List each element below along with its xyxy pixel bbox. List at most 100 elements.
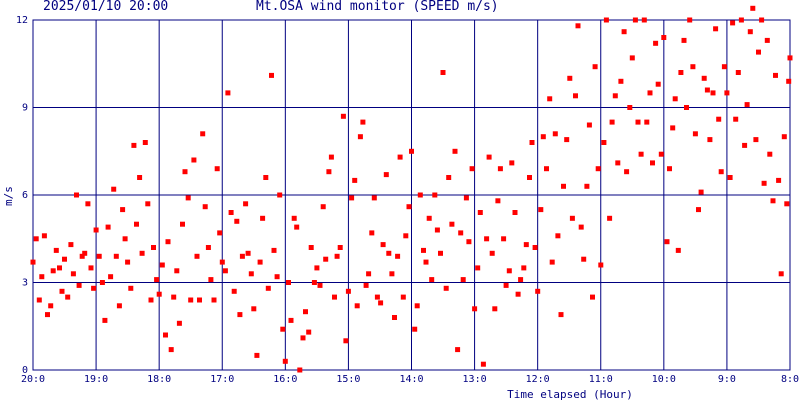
data-point — [733, 116, 739, 122]
data-point — [65, 294, 71, 300]
data-point — [280, 326, 286, 332]
data-point — [561, 183, 566, 189]
data-point — [74, 192, 79, 198]
data-point — [581, 256, 587, 262]
data-point — [773, 72, 778, 78]
data-point — [724, 90, 730, 96]
data-point — [148, 297, 154, 303]
data-point — [300, 335, 306, 341]
data-point — [219, 259, 225, 265]
data-point — [128, 285, 134, 291]
data-point — [716, 116, 722, 122]
data-point — [191, 157, 197, 163]
data-point — [214, 166, 220, 172]
data-point — [340, 113, 346, 119]
data-point — [586, 122, 592, 128]
data-point — [784, 201, 790, 207]
data-point — [314, 265, 320, 271]
data-point — [282, 358, 288, 364]
data-point — [721, 64, 727, 70]
data-point — [288, 317, 294, 323]
x-tick-label: 9:0 — [718, 374, 736, 385]
data-point — [434, 227, 440, 233]
data-point — [750, 5, 756, 11]
data-point — [704, 87, 710, 93]
data-point — [710, 90, 716, 96]
data-point — [374, 294, 380, 300]
data-point — [182, 169, 188, 175]
data-point — [618, 78, 624, 84]
data-point — [237, 312, 243, 318]
data-point — [575, 23, 581, 29]
data-point — [440, 70, 446, 75]
data-point — [50, 268, 56, 274]
data-point — [667, 166, 672, 172]
y-tick-label: 0 — [22, 365, 28, 376]
data-point — [231, 288, 237, 294]
data-point — [463, 195, 469, 201]
data-point — [343, 338, 349, 344]
data-point — [672, 96, 678, 102]
data-point — [564, 137, 570, 143]
x-tick-label: 17:0 — [210, 374, 234, 385]
data-point — [116, 303, 122, 309]
data-point — [455, 347, 461, 353]
data-point — [383, 172, 389, 178]
data-point — [460, 277, 466, 283]
data-point — [39, 274, 45, 280]
data-point — [200, 131, 206, 137]
y-tick-label: 12 — [16, 15, 28, 26]
data-point — [742, 142, 748, 148]
data-point — [670, 125, 676, 131]
data-point — [781, 134, 787, 140]
data-point — [85, 201, 91, 207]
data-point — [770, 198, 776, 204]
data-point — [489, 250, 495, 256]
data-points — [30, 5, 793, 373]
data-point — [497, 166, 503, 172]
data-point — [96, 253, 102, 259]
data-point — [400, 294, 406, 300]
data-point — [82, 250, 88, 256]
data-point — [156, 291, 162, 297]
data-point — [477, 210, 483, 215]
data-point — [159, 262, 165, 268]
data-point — [366, 271, 372, 277]
data-point — [79, 253, 85, 259]
data-point — [601, 140, 607, 145]
data-point — [332, 294, 337, 300]
data-point — [503, 282, 509, 288]
x-tick-label: 19:0 — [84, 374, 108, 385]
data-point — [45, 312, 50, 318]
data-point — [222, 268, 228, 274]
data-point — [443, 285, 449, 291]
data-point — [269, 72, 274, 78]
data-point — [194, 253, 200, 259]
data-point — [512, 210, 518, 215]
data-point — [380, 242, 386, 248]
data-point — [260, 215, 266, 221]
data-point — [776, 177, 782, 183]
data-point — [515, 291, 521, 297]
data-point — [547, 96, 553, 102]
data-point — [254, 352, 260, 358]
x-tick-label: 15:0 — [336, 374, 360, 385]
data-point — [432, 192, 438, 198]
data-point — [629, 55, 635, 61]
x-tick-label: 16:0 — [273, 374, 297, 385]
data-point — [248, 271, 254, 277]
data-point — [414, 303, 420, 309]
data-point — [718, 169, 724, 175]
x-tick-label: 14:0 — [399, 374, 423, 385]
data-point — [438, 250, 443, 256]
data-point — [202, 204, 208, 210]
data-point — [687, 17, 693, 23]
data-point — [185, 195, 191, 201]
data-point — [786, 78, 792, 84]
y-tick-labels: 0 3 6 9 12 — [16, 15, 28, 376]
data-point — [615, 160, 621, 166]
data-point — [76, 282, 82, 288]
data-point — [228, 210, 234, 215]
data-point — [125, 259, 131, 265]
x-tick-label: 13:0 — [463, 374, 487, 385]
